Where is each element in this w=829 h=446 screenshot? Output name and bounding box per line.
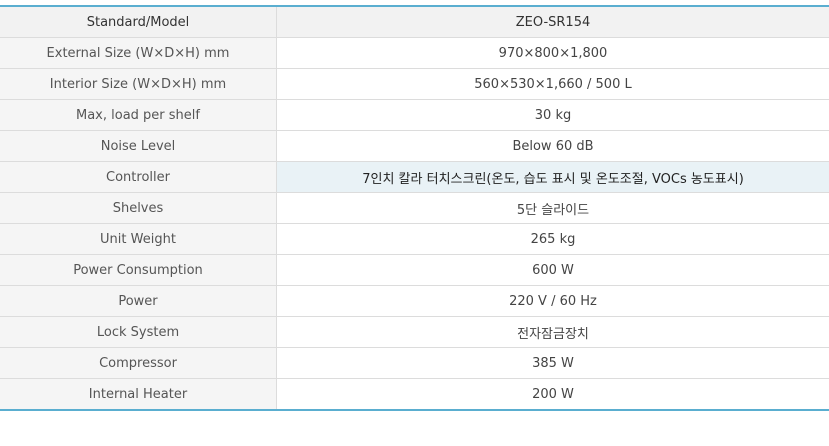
- spec-value: 560×530×1,660 / 500 L: [276, 68, 829, 100]
- table-row: Unit Weight 265 kg: [0, 223, 829, 255]
- table-row: Power 220 V / 60 Hz: [0, 285, 829, 317]
- spec-label: Power: [0, 285, 277, 317]
- spec-label: Noise Level: [0, 130, 277, 162]
- spec-value: 5단 슬라이드: [276, 192, 829, 224]
- table-header-row: Standard/Model ZEO-SR154: [0, 6, 829, 38]
- spec-value: 970×800×1,800: [276, 37, 829, 69]
- spec-value: 전자잠금장치: [276, 316, 829, 348]
- table-row: Max, load per shelf 30 kg: [0, 99, 829, 131]
- table-row: Interior Size (W×D×H) mm 560×530×1,660 / …: [0, 68, 829, 100]
- spec-label: Interior Size (W×D×H) mm: [0, 68, 277, 100]
- header-value: ZEO-SR154: [276, 6, 829, 38]
- spec-value: 30 kg: [276, 99, 829, 131]
- spec-label: Lock System: [0, 316, 277, 348]
- spec-label: Shelves: [0, 192, 277, 224]
- spec-value: 265 kg: [276, 223, 829, 255]
- spec-label: Power Consumption: [0, 254, 277, 286]
- table-row: Controller 7인치 칼라 터치스크린(온도, 습도 표시 및 온도조절,…: [0, 161, 829, 193]
- table-row: External Size (W×D×H) mm 970×800×1,800: [0, 37, 829, 69]
- spec-value: 200 W: [532, 386, 574, 402]
- table-row: Internal Heater 200 W: [0, 378, 829, 410]
- spec-value: 220 V / 60 Hz: [276, 285, 829, 317]
- header-label: Standard/Model: [0, 6, 277, 38]
- table-row: Shelves 5단 슬라이드: [0, 192, 829, 224]
- spec-label: Compressor: [0, 347, 277, 379]
- table-row: Lock System 전자잠금장치: [0, 316, 829, 348]
- spec-table: Standard/Model ZEO-SR154 External Size (…: [0, 5, 829, 411]
- spec-label: Internal Heater: [0, 378, 277, 410]
- spec-value: 7인치 칼라 터치스크린(온도, 습도 표시 및 온도조절, VOCs 농도표시…: [276, 161, 829, 193]
- spec-value: Below 60 dB: [276, 130, 829, 162]
- table-row: Compressor 385 W: [0, 347, 829, 379]
- spec-value: 600 W: [276, 254, 829, 286]
- spec-label: Max, load per shelf: [0, 99, 277, 131]
- table-row: Power Consumption 600 W: [0, 254, 829, 286]
- spec-label: Controller: [0, 161, 277, 193]
- spec-label: External Size (W×D×H) mm: [0, 37, 277, 69]
- spec-value: 385 W: [276, 347, 829, 379]
- table-row: Noise Level Below 60 dB: [0, 130, 829, 162]
- spec-label: Unit Weight: [0, 223, 277, 255]
